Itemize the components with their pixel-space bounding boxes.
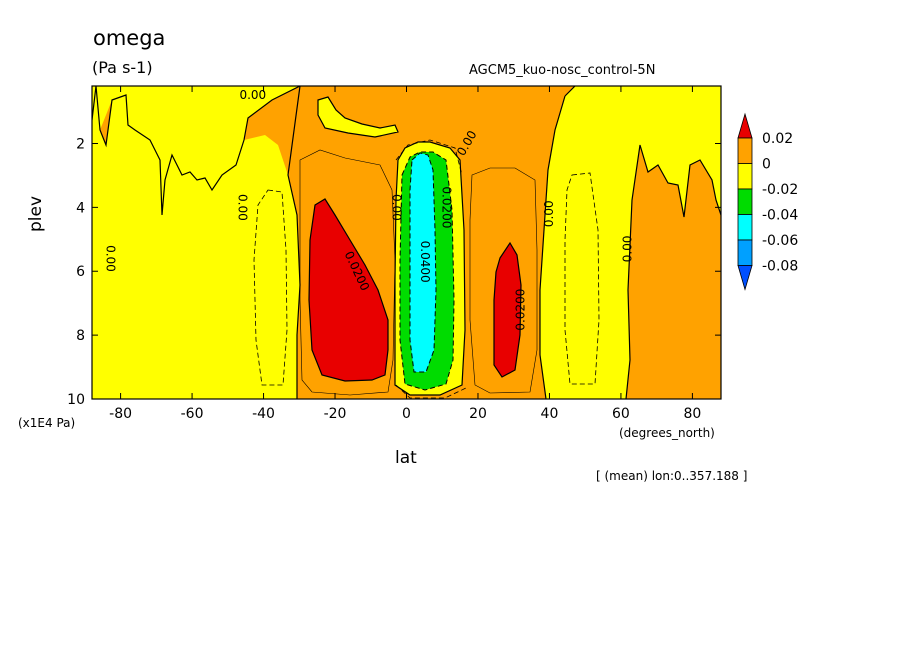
contour-dashed-left — [253, 189, 288, 386]
experiment-label: AGCM5_kuo-nosc_control-5N — [469, 63, 656, 78]
contour-red-north — [493, 241, 522, 378]
x-tick-label: 80 — [683, 406, 701, 422]
contour-cyan-dashed — [409, 152, 437, 373]
contour-lines — [92, 86, 721, 399]
x-axis-ticks: -80 -60 -40 -20 0 20 40 60 80 — [109, 86, 701, 422]
chart-units: (Pa s-1) — [92, 58, 153, 77]
colorbar-label: -0.08 — [762, 259, 798, 275]
fill-red-south — [309, 199, 388, 381]
chart-title: omega — [93, 26, 166, 50]
x-tick-label: -80 — [109, 406, 132, 422]
contour-dashed-top-center — [395, 139, 467, 399]
y-tick-label: 4 — [76, 200, 85, 216]
x-tick-label: 40 — [541, 406, 559, 422]
colorbar-label: 0.02 — [762, 131, 793, 147]
contour-label: 0.00 — [389, 194, 403, 221]
x-axis-title: lat — [395, 448, 417, 468]
x-tick-label: -60 — [181, 406, 204, 422]
contour-label: 0.00 — [542, 200, 556, 227]
contour-zero-left-edge — [287, 86, 301, 399]
colorbar-segment — [737, 188, 753, 215]
y-tick-label: 2 — [76, 136, 85, 152]
contour-thin-south — [299, 149, 396, 396]
colorbar-bottom-arrow — [737, 265, 753, 291]
y-tick-label: 8 — [76, 328, 85, 344]
contour-label: 0.00 — [239, 88, 266, 102]
colorbar-segment — [737, 163, 753, 190]
x-tick-label: -40 — [252, 406, 275, 422]
contour-label: 0.00 — [236, 194, 250, 221]
fill-yellow-top — [92, 86, 300, 215]
y-axis-ticks: 2 4 6 8 10 — [67, 136, 721, 408]
fill-cyan-center — [410, 153, 436, 372]
x-units-label: (degrees_north) — [619, 426, 715, 440]
contour-zero-left — [92, 86, 301, 216]
fill-yellow-left — [92, 86, 300, 399]
colorbar-label: -0.02 — [762, 182, 798, 198]
contour-label: 0.00 — [103, 245, 117, 272]
contour-label: 0.0400 — [418, 241, 432, 283]
x-tick-label: 60 — [612, 406, 630, 422]
contour-red-south — [308, 198, 389, 382]
contour-dashed-right — [564, 172, 600, 385]
contour-zero-right — [539, 86, 721, 399]
contour-label: 0.00 — [621, 236, 635, 263]
colorbar: 0.02 0 -0.02 -0.04 -0.06 -0.08 — [737, 112, 798, 291]
colorbar-label: -0.06 — [762, 233, 798, 249]
colorbar-label: 0 — [762, 157, 771, 173]
colorbar-segment — [737, 214, 753, 241]
y-tick-label: 10 — [67, 392, 85, 408]
fill-red-north — [494, 243, 521, 377]
contour-zero-top-center — [317, 96, 399, 138]
y-tick-label: 6 — [76, 264, 85, 280]
contour-fills — [92, 86, 721, 399]
colorbar-label: -0.04 — [762, 208, 798, 224]
colorbar-segment — [737, 239, 753, 266]
contour-label: 0.0200 — [513, 289, 527, 331]
fill-yellow-top-center — [318, 97, 398, 137]
averaging-note: [ (mean) lon:0..357.188 ] — [596, 469, 748, 483]
y-units-label: (x1E4 Pa) — [18, 416, 76, 430]
x-tick-label: -20 — [324, 406, 347, 422]
contour-thin-north — [469, 167, 538, 394]
x-tick-label: 20 — [469, 406, 487, 422]
colorbar-segment — [737, 137, 753, 164]
contour-label: 0.0200 — [439, 186, 453, 228]
fill-yellow-right — [540, 86, 721, 399]
contour-green-dashed — [399, 151, 455, 391]
colorbar-top-arrow — [737, 112, 753, 139]
x-tick-label: 0 — [402, 406, 411, 422]
